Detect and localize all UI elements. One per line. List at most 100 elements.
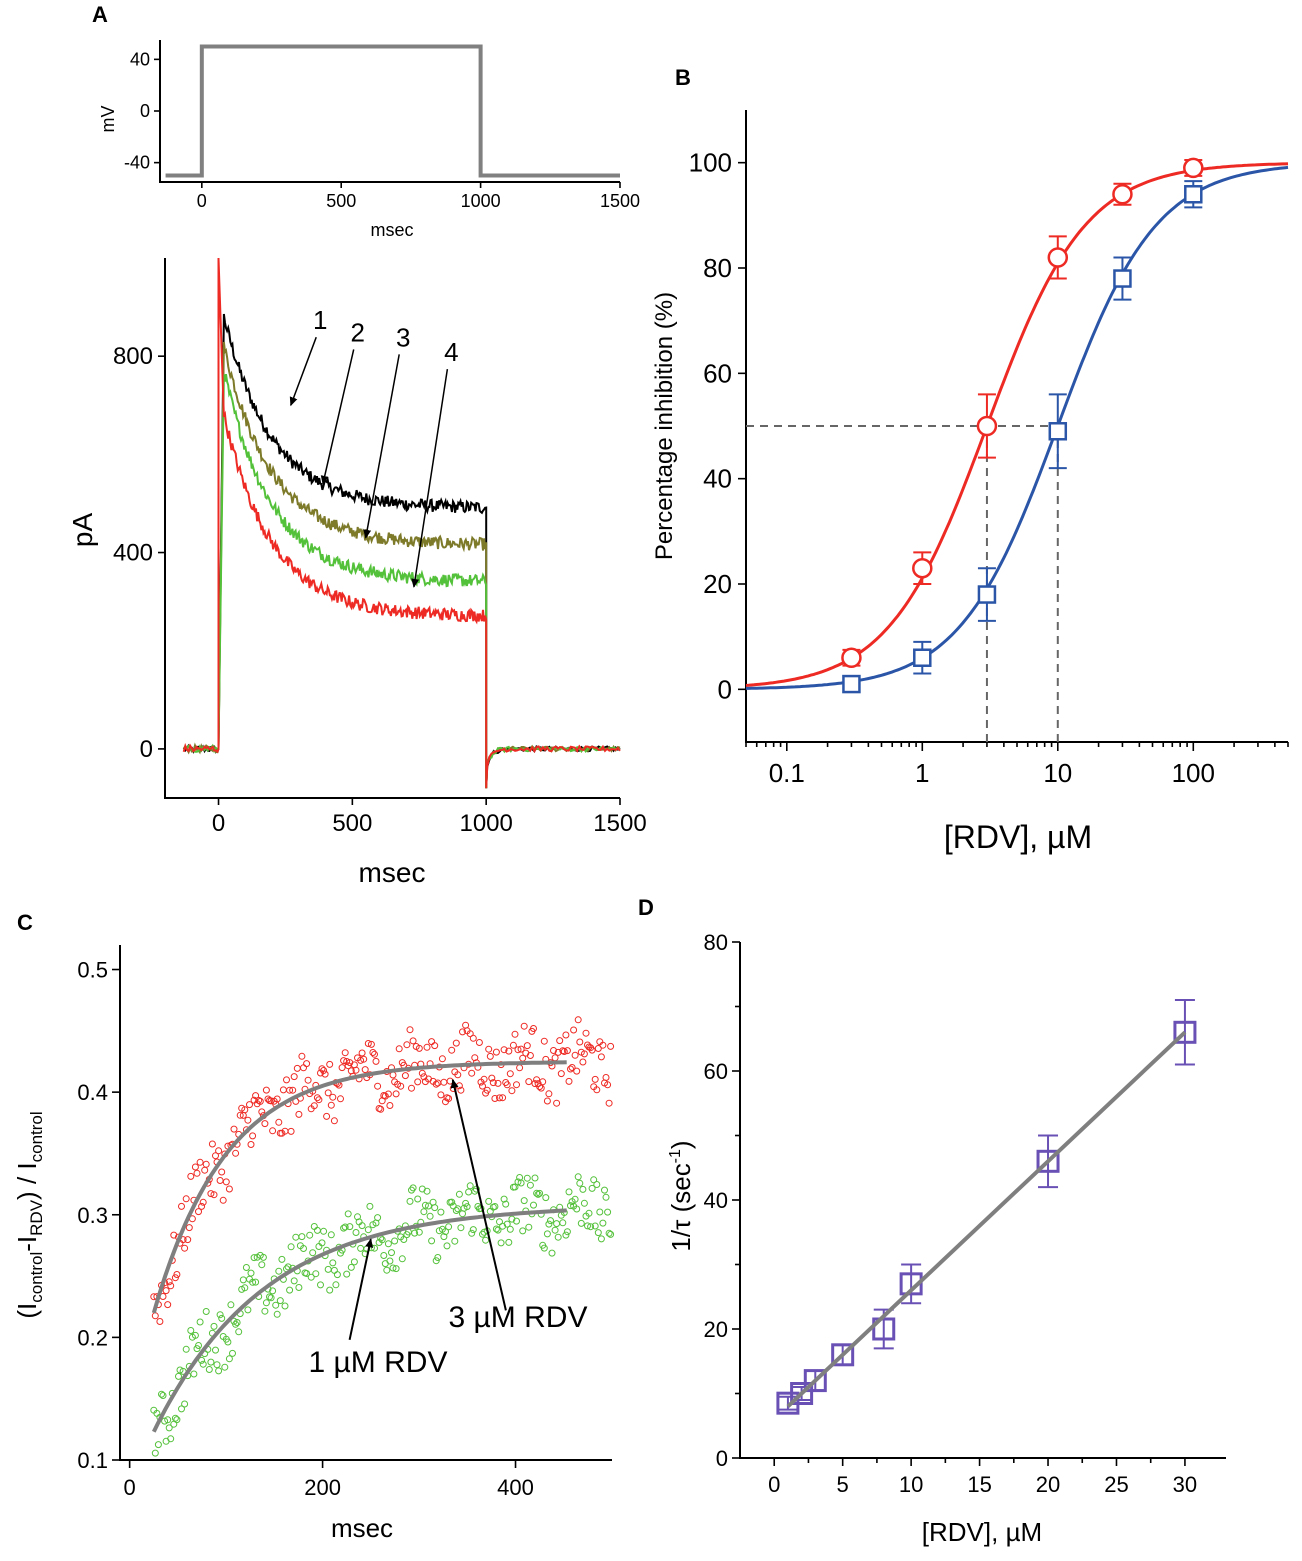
d-xtick-label: 15 [967, 1472, 991, 1497]
c-data-point [378, 1236, 386, 1244]
c-data-point [272, 1301, 280, 1309]
c-data-point [568, 1064, 576, 1071]
c-data-point [191, 1331, 199, 1339]
c-data-point [185, 1224, 193, 1232]
c-data-point [315, 1096, 323, 1104]
c-data-point [571, 1195, 579, 1203]
c-data-point [533, 1189, 541, 1197]
c-data-point [432, 1080, 440, 1088]
c-data-point [508, 1087, 516, 1095]
c-data-point [452, 1207, 460, 1214]
c-data-point [244, 1306, 252, 1314]
c-data-point [536, 1083, 544, 1091]
c-data-point [202, 1160, 210, 1168]
c-data-point [173, 1416, 181, 1424]
d-point [790, 1382, 814, 1405]
c-data-point [275, 1267, 283, 1275]
a-top-ytick-label: 40 [130, 49, 150, 69]
c-data-point [519, 1227, 527, 1235]
a-xtick-label: 500 [332, 810, 372, 837]
c-data-point [580, 1199, 588, 1207]
c-data-point [310, 1223, 318, 1230]
c-data-point [198, 1202, 206, 1210]
c-data-point [509, 1041, 517, 1049]
c-data-point [278, 1255, 286, 1263]
c-data-point [182, 1345, 190, 1353]
c-data-point [588, 1184, 596, 1192]
c-data-point [482, 1236, 490, 1244]
c-data-point [202, 1308, 210, 1315]
c-data-point [602, 1074, 610, 1081]
c-data-point [520, 1197, 528, 1205]
c-data-point [246, 1101, 253, 1109]
c-ylabel-part5: ) / I [12, 1162, 42, 1200]
a-ytick-label: 800 [113, 343, 153, 370]
a-xtick-label: 0 [212, 810, 225, 837]
c-data-point [181, 1400, 189, 1408]
c-data-point [195, 1342, 202, 1349]
c-data-point [290, 1073, 298, 1081]
c-data-point [333, 1271, 341, 1279]
c-data-point [207, 1358, 215, 1366]
c-data-point [462, 1021, 470, 1029]
c-data-point [300, 1064, 307, 1072]
c-data-point [604, 1081, 612, 1089]
c-data-point [607, 1230, 615, 1238]
c-xlabel: msec [331, 1513, 393, 1543]
c-data-point [352, 1066, 360, 1074]
c-data-point [232, 1320, 240, 1328]
c-data-point [403, 1041, 411, 1049]
c-data-point [222, 1178, 230, 1186]
c-data-point [496, 1094, 503, 1102]
c-data-point [437, 1208, 445, 1216]
c-data-point [196, 1318, 204, 1326]
c-data-point [411, 1229, 419, 1237]
c-data-point [195, 1208, 202, 1216]
c-data-point [437, 1091, 445, 1099]
b-point-red [1047, 247, 1069, 268]
c-data-point [505, 1047, 513, 1055]
d-ytick-label: 40 [704, 1188, 728, 1213]
c-data-point [423, 1043, 431, 1051]
a-trace-4 [182, 257, 621, 789]
c-data-point [269, 1287, 277, 1295]
c-data-point [313, 1226, 321, 1234]
c-data-point [191, 1163, 199, 1171]
c-data-point [565, 1188, 573, 1196]
c-data-point [523, 1042, 531, 1050]
c-data-point [249, 1278, 257, 1286]
c-data-point [428, 1038, 436, 1046]
c-data-point [239, 1276, 247, 1284]
c-data-point [540, 1037, 548, 1045]
c-data-point [324, 1089, 332, 1097]
a-trace-1 [182, 313, 621, 789]
c-data-point [207, 1190, 215, 1198]
c-data-point [577, 1219, 585, 1227]
c-data-point [241, 1106, 249, 1114]
c-data-point [279, 1086, 287, 1094]
d-xlabel: [RDV], µM [922, 1517, 1042, 1547]
b-xtick-label: 10 [1043, 758, 1072, 788]
c-data-point [391, 1237, 399, 1245]
c-data-point [395, 1045, 403, 1053]
c-data-point [506, 1225, 514, 1233]
c-data-point [585, 1209, 593, 1217]
a-ylabel: pA [67, 513, 98, 548]
c-data-point [360, 1055, 368, 1063]
c-data-point [320, 1067, 328, 1074]
c-data-point [312, 1270, 320, 1278]
c-data-point [534, 1190, 542, 1198]
c-data-point [551, 1226, 559, 1234]
c-data-point [554, 1233, 562, 1241]
a-top-xtick-label: 1500 [600, 191, 640, 211]
c-data-point [300, 1245, 307, 1252]
c-data-point [357, 1244, 365, 1252]
b-point-blue [842, 674, 861, 694]
c-data-point [560, 1048, 568, 1055]
c-data-point [602, 1193, 610, 1201]
c-data-point [178, 1405, 185, 1413]
c-data-point [426, 1212, 434, 1220]
c-data-point [574, 1173, 582, 1181]
c-data-point [235, 1328, 243, 1336]
c-data-point [196, 1158, 204, 1166]
